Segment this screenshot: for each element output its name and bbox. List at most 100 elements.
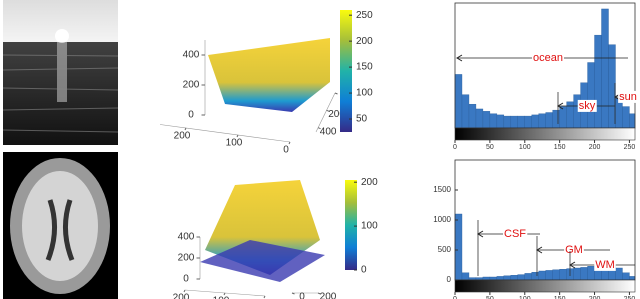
- y-tick-label: 1000: [433, 215, 451, 224]
- annotation-bg: [564, 243, 584, 256]
- bar: [552, 109, 560, 129]
- tick-label: 0: [299, 292, 305, 299]
- x-tick-label: 50: [486, 296, 494, 299]
- bar: [496, 114, 505, 129]
- annotation: sun: [619, 91, 637, 103]
- colorbar-label: 0: [361, 265, 367, 276]
- colorbar-label: 150: [356, 62, 373, 73]
- colorbar-label: 250: [356, 10, 373, 21]
- annotation: sky: [579, 100, 596, 112]
- tick-label: 0: [188, 110, 194, 121]
- surface: [208, 38, 330, 112]
- bar: [517, 274, 525, 281]
- colorbar-label: 200: [356, 36, 373, 47]
- bar: [531, 272, 539, 281]
- bar: [552, 269, 560, 281]
- tick-mark: [263, 295, 266, 299]
- x-tick-label: 50: [486, 144, 494, 151]
- bar: [489, 113, 498, 129]
- y-tick-label: 500: [438, 245, 452, 254]
- axis-line: [315, 92, 336, 133]
- y-tick-label: 0: [447, 275, 452, 284]
- bar: [482, 111, 491, 129]
- colorbar-label: 50: [356, 114, 368, 125]
- brain-photo: [3, 152, 118, 299]
- bar: [580, 267, 588, 281]
- x-tick-label: 150: [554, 296, 566, 299]
- bar: [538, 113, 546, 129]
- bar: [503, 275, 512, 281]
- tick-label: 0: [183, 274, 189, 285]
- y-tick-label: 1500: [433, 185, 451, 194]
- sunset-photo: [2, 0, 119, 145]
- bar: [608, 44, 616, 129]
- bar: [545, 112, 553, 129]
- tick-label: 400: [178, 232, 195, 243]
- tick-mark: [183, 289, 186, 293]
- surface-base: [200, 240, 325, 282]
- bar: [454, 213, 463, 281]
- annotation-bg: [532, 51, 564, 64]
- x-tick-label: 200: [589, 296, 601, 299]
- gray-bar: [454, 127, 636, 141]
- tick-label: 200: [173, 293, 190, 299]
- bar: [468, 103, 477, 129]
- bar: [587, 62, 595, 129]
- bar: [615, 267, 623, 281]
- colorbar-label: 200: [361, 177, 378, 188]
- tick-label: 100: [213, 296, 230, 299]
- tick-label: 200: [178, 253, 195, 264]
- annotation-bg: [503, 227, 528, 240]
- tick-mark: [334, 92, 338, 95]
- bar: [503, 115, 512, 129]
- bar: [475, 108, 484, 129]
- bar: [587, 266, 595, 281]
- bar: [573, 267, 581, 281]
- x-tick-label: 100: [519, 144, 531, 151]
- annotation: ocean: [533, 52, 563, 64]
- tick-label: 400: [320, 126, 337, 137]
- tick-mark: [236, 134, 239, 138]
- tick-mark: [317, 127, 321, 130]
- bar: [496, 276, 505, 281]
- x-tick-label: 200: [589, 144, 601, 151]
- tick-mark: [317, 292, 321, 295]
- tick-label: 200: [320, 292, 337, 299]
- bar: [510, 115, 518, 129]
- tick-label: 400: [183, 50, 200, 61]
- bar: [510, 275, 518, 281]
- annotation: WM: [595, 259, 615, 271]
- annotation: GM: [565, 244, 583, 256]
- x-tick-label: 100: [519, 296, 531, 299]
- bar: [454, 74, 463, 129]
- tick-label: 200: [174, 131, 191, 142]
- bar: [524, 273, 532, 281]
- annotation-bg: [577, 99, 597, 112]
- tick-mark: [326, 109, 330, 112]
- annotation: CSF: [504, 228, 526, 240]
- bar: [489, 276, 498, 281]
- tick-mark: [291, 292, 295, 295]
- annotation-bg: [594, 258, 616, 271]
- x-tick-label: 0: [453, 144, 457, 151]
- tick-mark: [223, 292, 226, 296]
- gray-bar: [454, 279, 636, 293]
- x-tick-label: 250: [624, 296, 636, 299]
- bar: [538, 270, 546, 281]
- x-tick-label: 250: [624, 144, 636, 151]
- bar: [594, 34, 602, 129]
- axis-line: [159, 124, 291, 143]
- bar: [517, 115, 525, 129]
- bar: [461, 272, 470, 281]
- annotation-bg: [618, 90, 638, 103]
- arrow-head: [456, 54, 463, 62]
- bar: [531, 114, 539, 129]
- bar: [622, 106, 630, 129]
- bar: [559, 269, 567, 281]
- colorbar-label: 100: [361, 221, 378, 232]
- tick-label: 100: [226, 138, 243, 149]
- bar: [461, 94, 470, 129]
- x-tick-label: 0: [453, 296, 457, 299]
- colorbar: [345, 180, 357, 270]
